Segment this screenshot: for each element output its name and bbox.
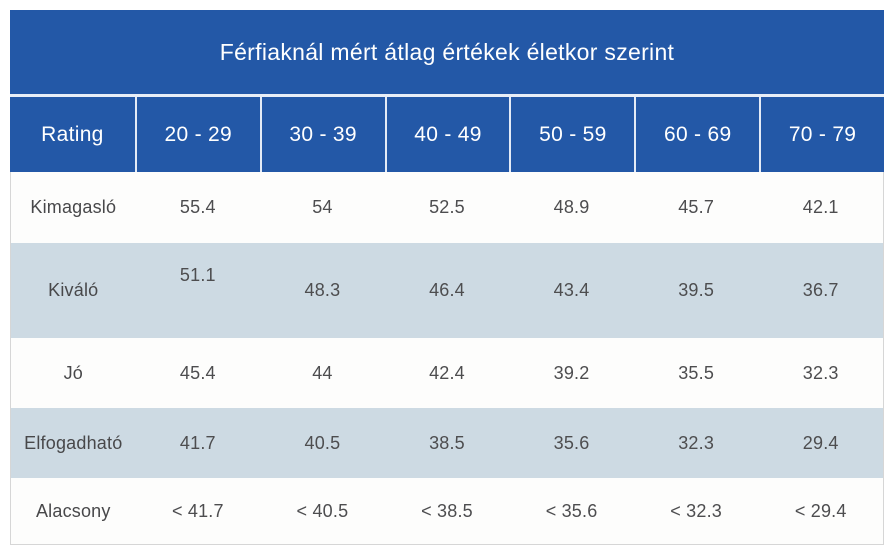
cell-value: 52.5 — [429, 197, 465, 217]
cell-value: 44 — [312, 362, 333, 383]
cell-value: 29.4 — [802, 432, 839, 453]
cell-value: 35.6 — [553, 432, 590, 453]
cell-value: 32.3 — [802, 362, 839, 383]
table-row-elfogadhato: Elfogadható 41.7 40.5 38.5 35.6 32.3 29.… — [11, 408, 883, 478]
cell-value: 42.4 — [429, 362, 465, 383]
cell-value: < 35.6 — [545, 500, 598, 521]
cell-value: 45.4 — [179, 362, 216, 383]
cell-value: 35.5 — [678, 362, 715, 383]
cell-value: 40.5 — [304, 432, 341, 453]
cell-value: 45.7 — [678, 197, 715, 217]
cell-value: 41.7 — [179, 432, 216, 453]
cell-value: 39.5 — [678, 280, 715, 300]
cell-value: < 41.7 — [171, 500, 224, 521]
cell-value: 42.1 — [802, 197, 839, 217]
cell-value: 54 — [312, 197, 333, 217]
table-row-alacsony: Alacsony < 41.7 < 40.5 < 38.5 < 35.6 < 3… — [11, 478, 883, 544]
header-cell-50-59: 50 - 59 — [509, 97, 634, 172]
table-body: Kimagasló 55.4 54 52.5 48.9 45.7 42.1 Ki… — [10, 172, 884, 545]
cell-value: 38.5 — [429, 432, 465, 453]
cell-value: 43.4 — [553, 280, 590, 300]
cell-value: 39.2 — [553, 362, 590, 383]
cell-value: < 29.4 — [794, 500, 847, 521]
header-cell-60-69: 60 - 69 — [634, 97, 759, 172]
header-cell-70-79: 70 - 79 — [759, 97, 884, 172]
cell-value: 48.9 — [553, 197, 590, 217]
table-title-bar: Férfiaknál mért átlag értékek életkor sz… — [10, 10, 884, 97]
cell-value: 32.3 — [678, 432, 715, 453]
header-cell-20-29: 20 - 29 — [134, 97, 260, 172]
cell-value: 48.3 — [304, 280, 341, 300]
header-cell-30-39: 30 - 39 — [259, 97, 385, 172]
header-cell-rating: Rating — [41, 122, 104, 146]
row-label: Alacsony — [35, 500, 111, 521]
cell-value: 46.4 — [429, 280, 465, 300]
ratings-table: Férfiaknál mért átlag értékek életkor sz… — [10, 10, 884, 545]
cell-value: 36.7 — [802, 280, 839, 300]
cell-value: < 32.3 — [670, 500, 722, 521]
row-label: Jó — [63, 362, 83, 383]
table-row-jo: Jó 45.4 44 42.4 39.2 35.5 32.3 — [11, 338, 883, 408]
row-label: Kimagasló — [30, 197, 117, 217]
cell-value: 51.1 — [179, 265, 216, 285]
table-row-kimagaslo: Kimagasló 55.4 54 52.5 48.9 45.7 42.1 — [11, 172, 883, 243]
cell-value: 55.4 — [179, 197, 216, 217]
row-label: Kiváló — [48, 280, 99, 300]
row-label: Elfogadható — [24, 432, 123, 453]
cell-value: < 38.5 — [421, 500, 473, 521]
table-header-row: Rating 20 - 29 30 - 39 40 - 49 50 - 59 6… — [10, 97, 884, 172]
table-row-kivalo: Kiváló 51.1 48.3 46.4 43.4 39.5 36.7 — [11, 243, 883, 338]
cell-value: < 40.5 — [296, 500, 349, 521]
table-title: Férfiaknál mért átlag értékek életkor sz… — [219, 38, 675, 65]
header-cell-40-49: 40 - 49 — [384, 97, 510, 172]
